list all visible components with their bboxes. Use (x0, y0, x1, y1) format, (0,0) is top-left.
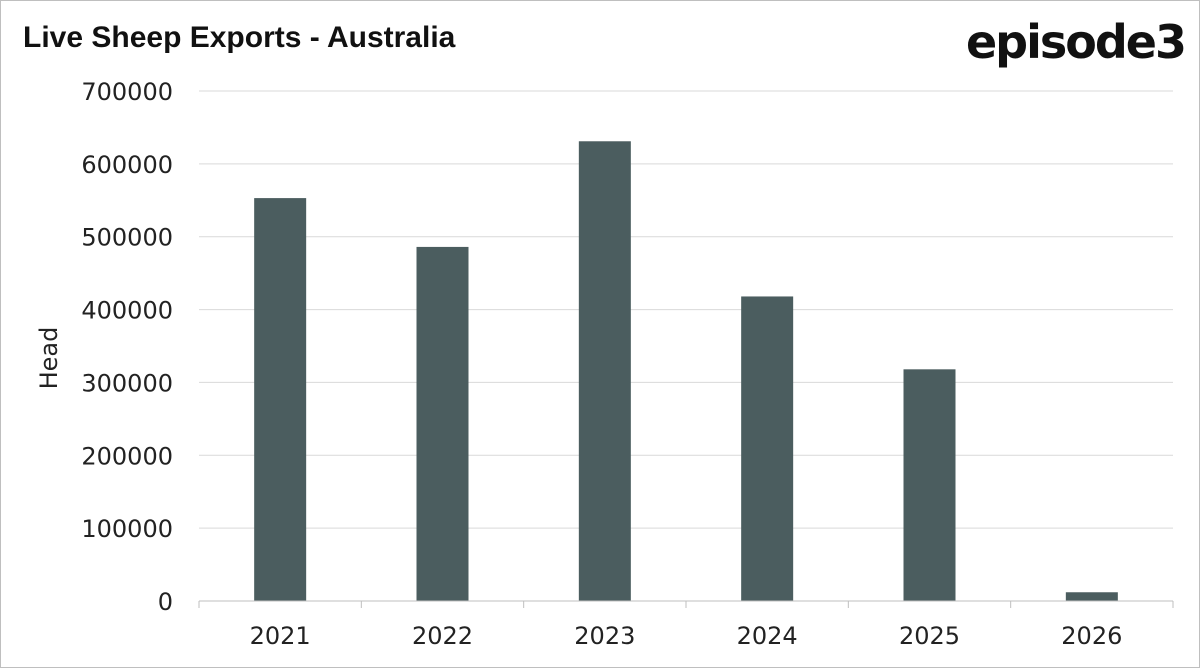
episode3-logo: episode3 (965, 15, 1187, 69)
gridlines (199, 90, 1173, 529)
bar-2023 (578, 141, 631, 601)
y-tick-label: 200000 (81, 442, 173, 470)
x-tick-label: 2026 (1061, 622, 1122, 650)
x-tick-label: 2023 (574, 622, 635, 650)
bar-2026 (1065, 592, 1118, 601)
y-tick-label: 600000 (81, 151, 173, 179)
x-axis: 2021 2022 2023 2024 2025 2026 (198, 600, 1174, 650)
y-axis-label: Head (35, 327, 63, 390)
bar-2025 (903, 369, 956, 601)
x-tick-label: 2022 (412, 622, 473, 650)
chart-title: Live Sheep Exports - Australia (23, 21, 456, 54)
y-tick-label: 300000 (81, 369, 173, 397)
bars (254, 141, 1118, 601)
bar-2024 (741, 296, 794, 601)
x-tick-label: 2024 (737, 622, 798, 650)
y-tick-label: 700000 (81, 78, 173, 106)
y-tick-label: 400000 (81, 297, 173, 325)
x-tick-label: 2021 (250, 622, 311, 650)
x-tick-label: 2025 (899, 622, 960, 650)
y-tick-label: 0 (158, 588, 173, 616)
bar-2021 (254, 198, 307, 601)
y-tick-label: 500000 (81, 224, 173, 252)
y-tick-label: 100000 (81, 515, 173, 543)
bar-2022 (416, 246, 469, 601)
y-axis-ticks: 0 100000 200000 300000 400000 500000 600000 700… (81, 78, 173, 616)
